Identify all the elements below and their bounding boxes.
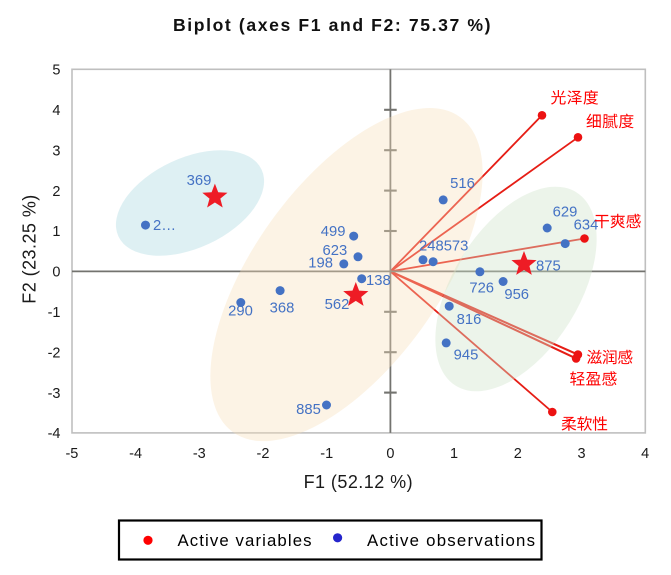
- svg-text:516: 516: [450, 176, 475, 192]
- svg-text:945: 945: [454, 348, 479, 364]
- svg-text:1: 1: [52, 224, 60, 240]
- svg-text:726: 726: [469, 280, 494, 296]
- svg-text:956: 956: [504, 287, 529, 303]
- svg-text:-1: -1: [48, 305, 61, 321]
- svg-text:-4: -4: [48, 426, 61, 442]
- svg-text:2…: 2…: [153, 218, 176, 234]
- svg-text:Active observations: Active observations: [367, 531, 536, 550]
- svg-text:198: 198: [308, 256, 333, 272]
- svg-text:816: 816: [457, 312, 482, 328]
- svg-text:-2: -2: [257, 446, 270, 462]
- svg-text:Active variables: Active variables: [178, 531, 313, 550]
- svg-text:138: 138: [366, 273, 391, 289]
- svg-text:290: 290: [228, 304, 253, 320]
- svg-text:4: 4: [52, 103, 60, 119]
- svg-text:2: 2: [52, 184, 60, 200]
- svg-text:-1: -1: [320, 446, 333, 462]
- svg-text:3: 3: [52, 143, 60, 159]
- svg-text:369: 369: [187, 173, 212, 189]
- svg-text:248573: 248573: [419, 239, 468, 255]
- svg-text:885: 885: [296, 402, 321, 418]
- svg-text:-3: -3: [48, 386, 61, 402]
- svg-text:3: 3: [577, 446, 585, 462]
- svg-text:562: 562: [325, 297, 350, 313]
- svg-text:1: 1: [450, 446, 458, 462]
- svg-text:0: 0: [386, 446, 394, 462]
- svg-text:4: 4: [641, 446, 649, 462]
- svg-text:Biplot (axes F1 and F2: 75.37: Biplot (axes F1 and F2: 75.37 %): [173, 15, 492, 35]
- svg-text:-5: -5: [65, 446, 78, 462]
- svg-text:629: 629: [553, 205, 578, 221]
- svg-text:2: 2: [514, 446, 522, 462]
- svg-text:-4: -4: [129, 446, 142, 462]
- svg-text:F2 (23.25 %): F2 (23.25 %): [19, 194, 39, 303]
- svg-text:-3: -3: [193, 446, 206, 462]
- svg-text:368: 368: [270, 301, 295, 317]
- svg-text:F1 (52.12 %): F1 (52.12 %): [304, 472, 413, 492]
- svg-text:0: 0: [52, 265, 60, 281]
- svg-text:875: 875: [536, 258, 561, 274]
- svg-text:499: 499: [321, 224, 346, 240]
- svg-text:-2: -2: [48, 345, 61, 361]
- svg-text:634: 634: [574, 218, 599, 234]
- svg-text:623: 623: [322, 243, 347, 259]
- svg-text:5: 5: [52, 63, 60, 79]
